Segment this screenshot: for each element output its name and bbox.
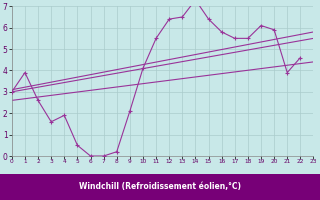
Text: Windchill (Refroidissement éolien,°C): Windchill (Refroidissement éolien,°C) bbox=[79, 182, 241, 192]
